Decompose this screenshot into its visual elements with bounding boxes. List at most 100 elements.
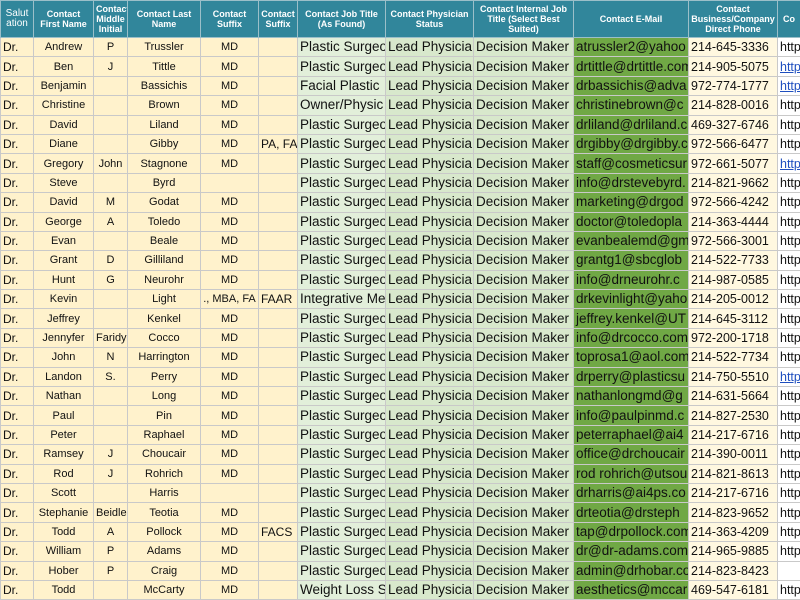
cell[interactable]: drbassichis@adva [573,75,689,97]
cell[interactable]: Pin [127,405,201,426]
cell[interactable]: info@drcocco.com [573,327,689,349]
cell[interactable] [258,172,298,194]
cell[interactable]: MD [200,405,259,426]
cell[interactable]: Plastic Surgeo [297,463,386,484]
cell[interactable]: Godat [127,192,201,213]
cell[interactable]: info@paulpinmd.c [573,405,689,426]
column-header[interactable]: Contact Suffix [258,0,298,38]
cell[interactable] [258,424,298,446]
cell[interactable]: 214-965-9885 [688,541,778,562]
cell[interactable] [258,541,298,562]
cell[interactable]: http [777,521,800,543]
cell[interactable]: Dr. [0,192,34,213]
cell[interactable]: J [93,444,128,465]
cell[interactable]: Decision Maker [473,444,574,465]
cell[interactable]: evanbealemd@gm [573,230,689,252]
cell[interactable]: Lead Physicia [385,269,474,291]
cell[interactable]: Decision Maker [473,521,574,543]
cell[interactable]: Dr. [0,366,34,388]
cell[interactable]: Jennyfer [33,327,94,349]
cell[interactable]: http [777,579,800,600]
cell[interactable]: Decision Maker [473,133,574,155]
cell[interactable]: Nathan [33,386,94,407]
column-header[interactable]: Contact First Name [33,0,94,38]
cell[interactable]: John [33,347,94,368]
cell[interactable]: Lead Physicia [385,211,474,232]
cell[interactable]: Light [127,289,201,310]
cell[interactable]: http [777,133,800,155]
cell[interactable]: Decision Maker [473,36,574,58]
cell[interactable]: Jeffrey [33,308,94,329]
cell[interactable]: MD [200,308,259,329]
cell[interactable]: Dr. [0,56,34,77]
cell[interactable]: 214-522-7733 [688,250,778,271]
cell[interactable]: 214-522-7734 [688,347,778,368]
cell[interactable]: 972-566-3001 [688,230,778,252]
cell[interactable]: MD [200,560,259,581]
cell[interactable]: Lead Physicia [385,114,474,135]
cell[interactable]: Dr. [0,560,34,581]
cell[interactable]: Weight Loss S [297,579,386,600]
cell[interactable]: Stephanie [33,502,94,523]
cell[interactable]: 972-774-1777 [688,75,778,97]
cell[interactable]: Decision Maker [473,56,574,77]
cell[interactable]: drtittle@drtittle.com [573,56,689,77]
cell[interactable]: Todd [33,521,94,543]
cell[interactable]: A [93,211,128,232]
cell[interactable]: Long [127,386,201,407]
cell[interactable]: Rod [33,463,94,484]
cell[interactable]: Kenkel [127,308,201,329]
cell[interactable] [258,366,298,388]
cell[interactable] [258,386,298,407]
cell[interactable]: Bassichis [127,75,201,97]
cell[interactable]: http [777,463,800,484]
cell[interactable]: marketing@drgod [573,192,689,213]
cell[interactable]: Lead Physicia [385,327,474,349]
cell[interactable]: Dr. [0,502,34,523]
cell[interactable]: Dr. [0,579,34,600]
cell[interactable]: Dr. [0,521,34,543]
cell[interactable]: MD [200,230,259,252]
cell[interactable]: Decision Maker [473,269,574,291]
cell[interactable]: 214-821-8613 [688,463,778,484]
cell[interactable]: PA, FA [258,133,298,155]
cell[interactable]: MD [200,95,259,116]
cell[interactable]: Stagnone [127,153,201,174]
column-header[interactable]: Contact Physician Status [385,0,474,38]
cell[interactable]: dr@dr-adams.com [573,541,689,562]
cell[interactable]: Dr. [0,541,34,562]
cell[interactable]: J [93,463,128,484]
cell[interactable]: MD [200,56,259,77]
cell[interactable]: Owner/Physic [297,95,386,116]
cell[interactable] [258,211,298,232]
cell[interactable]: Decision Maker [473,95,574,116]
cell[interactable] [200,172,259,194]
cell[interactable]: Plastic Surgeo [297,327,386,349]
cell[interactable] [258,482,298,504]
cell[interactable]: M [93,192,128,213]
cell[interactable] [93,405,128,426]
cell[interactable]: Lead Physicia [385,56,474,77]
cell[interactable]: peterraphael@ai4 [573,424,689,446]
cell[interactable]: Lead Physicia [385,482,474,504]
cell[interactable]: MD [200,386,259,407]
cell[interactable] [258,75,298,97]
cell[interactable]: Decision Maker [473,366,574,388]
cell[interactable]: MD [200,153,259,174]
cell[interactable]: 214-823-9652 [688,502,778,523]
cell[interactable]: http [777,95,800,116]
cell[interactable]: John [93,153,128,174]
cell[interactable]: http [777,386,800,407]
cell[interactable]: Dr. [0,172,34,194]
cell[interactable]: David [33,114,94,135]
column-header[interactable]: Contact Internal Job Title (Select Best … [473,0,574,38]
cell[interactable]: FACS [258,521,298,543]
cell[interactable]: Lead Physicia [385,560,474,581]
cell[interactable] [258,56,298,77]
cell[interactable]: 214-363-4209 [688,521,778,543]
cell[interactable]: Scott [33,482,94,504]
column-header[interactable]: Contact Business/Company Direct Phone [688,0,778,38]
cell[interactable]: drliland@drliland.c [573,114,689,135]
cell[interactable]: G [93,269,128,291]
cell[interactable]: Plastic Surgeo [297,308,386,329]
